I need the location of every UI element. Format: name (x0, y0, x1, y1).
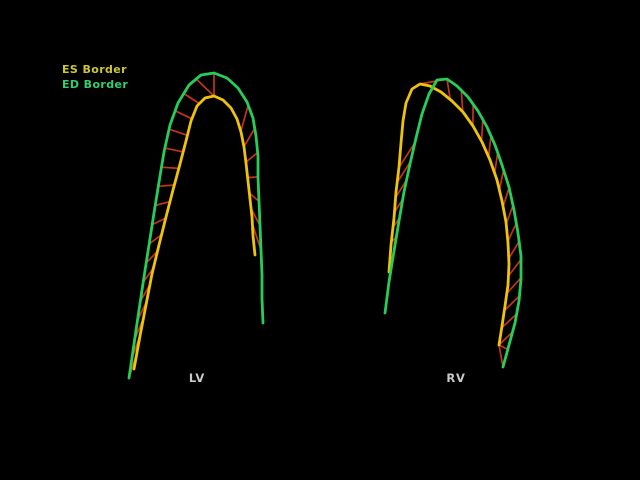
lv-displacement-line (182, 92, 201, 105)
lv-displacement-line (168, 128, 189, 137)
rv-displacement-line (505, 276, 522, 295)
lv-displacement-line (243, 127, 256, 148)
lv-es-border-path (132, 94, 257, 371)
legend-item-ed-border: ED Border (62, 77, 128, 92)
legend-item-es-border: ES Border (62, 62, 128, 77)
rv-displacement-line (502, 186, 510, 208)
rv-displacement-line (505, 204, 514, 225)
legend: ES Border ED Border (62, 62, 128, 92)
lv-displacement-line (151, 217, 167, 226)
rv-displacement-line (498, 344, 504, 368)
rv-es-border-path (387, 82, 511, 347)
rv-displacement-line (487, 135, 492, 158)
lv-displacement-line (164, 147, 185, 153)
rv-displacement-line (498, 330, 514, 346)
lv-displacement-line (157, 184, 176, 188)
rv-displacement-line (398, 141, 416, 169)
rv-displacement-line (396, 160, 412, 184)
lv-displacement-line (195, 78, 215, 97)
lv-ed-border-path (127, 71, 265, 380)
lv-displacement-line (148, 233, 163, 245)
rv-displacement-line (498, 169, 505, 191)
rv-ed-border-path (383, 77, 523, 369)
legend-ed-border-label: ED Border (62, 78, 129, 91)
lv-displacement-line (174, 109, 193, 120)
legend-es-border-label: ES Border (62, 63, 127, 76)
rv-displacement-line (498, 344, 509, 351)
rv-displacement-line (500, 313, 518, 329)
rv-displacement-line (480, 118, 484, 142)
lv-displacement-line (246, 176, 259, 179)
lv-drawing: LV (127, 71, 265, 385)
rv-label: RV (446, 371, 465, 385)
rv-displacement-line (446, 78, 452, 101)
rv-displacement-line (493, 151, 499, 175)
rv-displacement-line (506, 222, 518, 243)
rv-displacement-line (507, 258, 522, 277)
rv-drawing: RV (383, 77, 523, 385)
rv-displacement-line (460, 89, 464, 113)
lv-label: LV (189, 371, 205, 385)
lv-displacement-line (245, 151, 259, 163)
rv-displacement-line (503, 295, 521, 312)
lv-displacement-line (160, 166, 180, 170)
lv-displacement-line (239, 104, 250, 133)
rv-displacement-line (507, 240, 520, 260)
lv-displacement-line (248, 192, 260, 203)
lv-displacement-line (154, 200, 171, 207)
